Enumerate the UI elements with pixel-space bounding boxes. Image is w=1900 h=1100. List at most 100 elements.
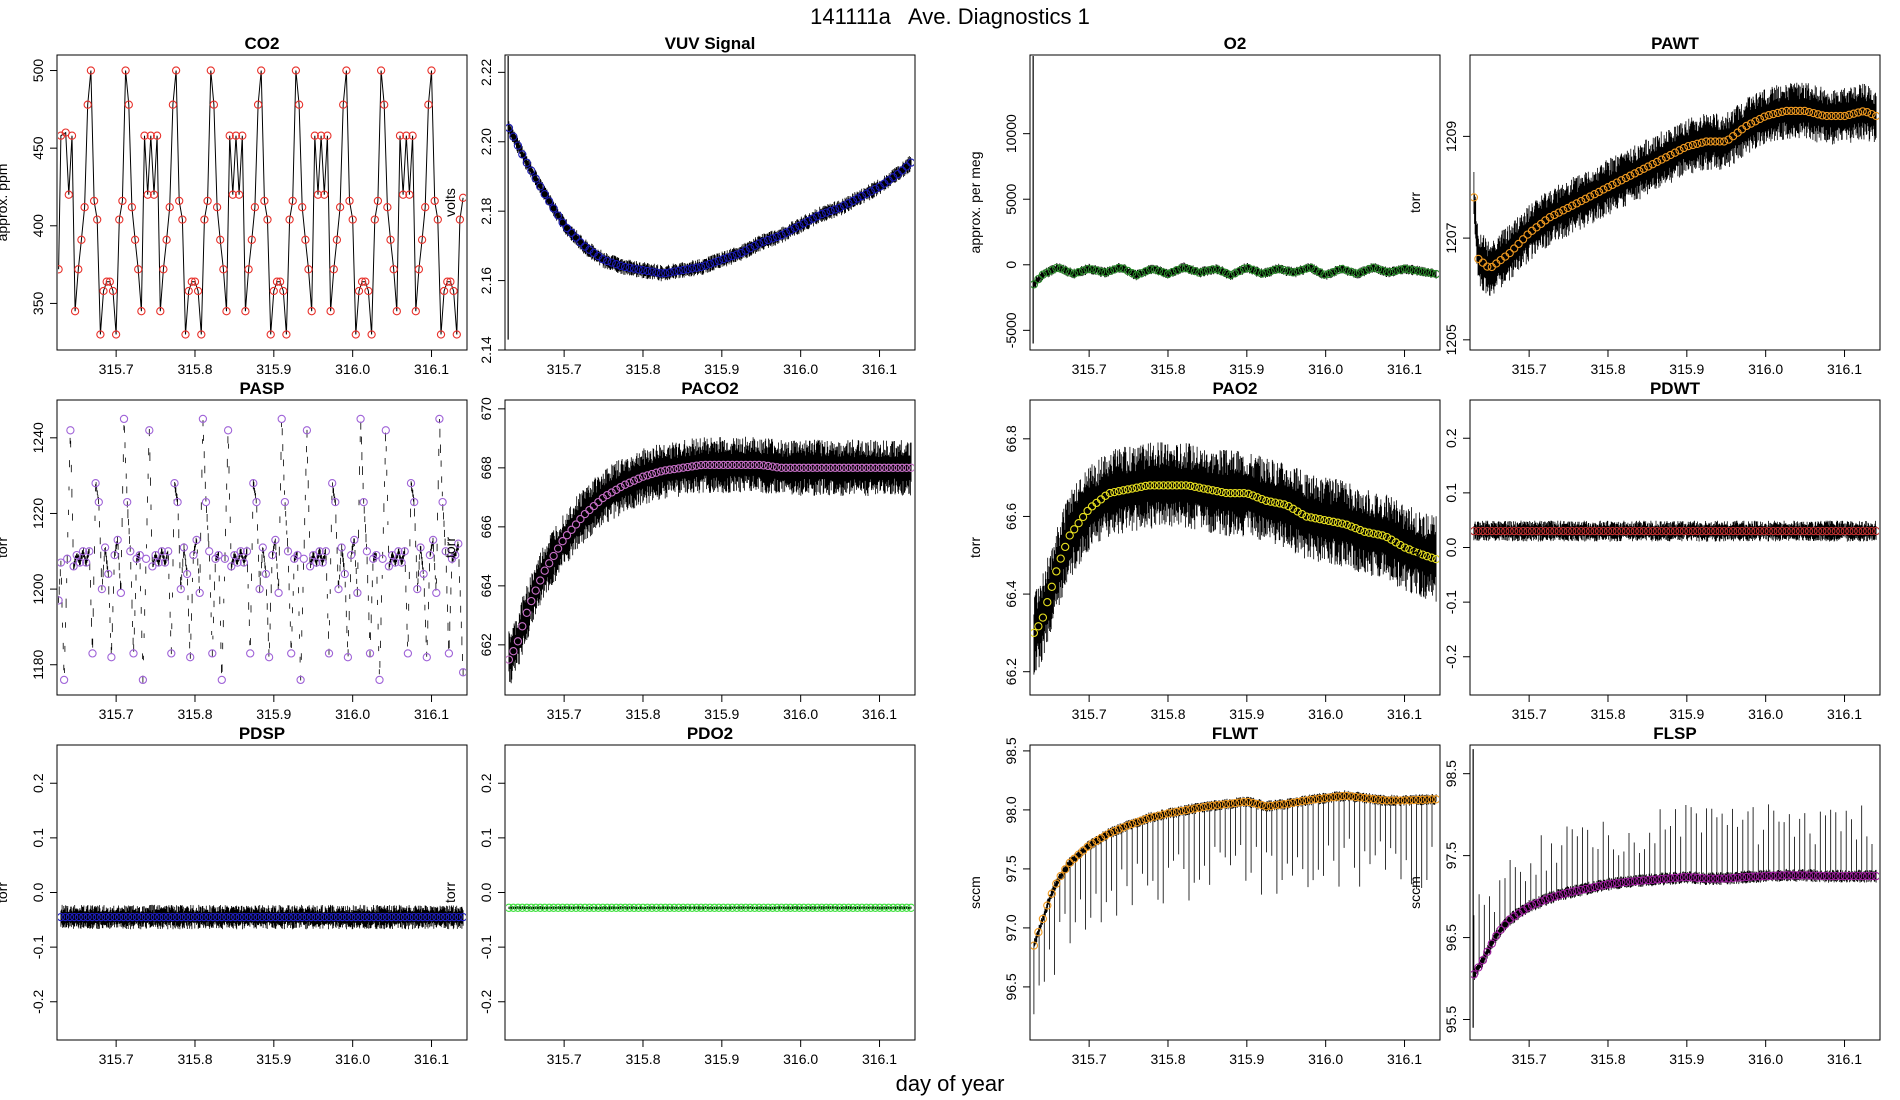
panel-title: PAWT [1651,34,1699,53]
average-marker [1083,265,1092,274]
average-marker [1257,494,1266,504]
average-marker [763,461,773,471]
average-marker [777,463,786,472]
average-marker [83,912,92,922]
average-marker [714,903,724,912]
average-marker [192,535,201,545]
average-marker [835,903,844,912]
average-marker [1858,107,1867,116]
average-marker [1764,111,1773,120]
average-marker [351,330,360,339]
average-marker [665,268,674,277]
average-marker [181,912,191,922]
average-marker [436,330,446,339]
average-marker [149,190,159,199]
average-marker [1862,871,1872,881]
average-marker [312,558,321,567]
average-marker [710,460,719,470]
average-marker [356,912,365,922]
average-marker [445,912,454,922]
panel-flsp: FLSP sccm 315.7 315.8 315.9 316.0 316.1 95.5 96.… [1407,724,1881,1067]
average-marker [1845,110,1854,119]
average-marker [1137,482,1146,491]
average-marker [889,463,898,472]
average-marker [906,158,914,167]
average-marker [875,463,884,472]
average-marker [1382,267,1392,277]
average-marker [398,190,408,199]
average-marker [1320,794,1329,803]
average-marker [545,559,554,568]
average-marker [518,622,527,631]
average-marker [1670,148,1680,157]
average-marker [1190,804,1199,813]
average-marker [625,478,634,487]
average-marker [549,903,558,912]
average-marker [710,903,719,912]
x-tick-label: 316.1 [862,361,897,377]
average-marker [661,269,670,278]
average-marker [813,212,822,221]
average-marker [1288,268,1298,277]
average-marker [638,472,648,481]
average-marker [315,547,324,556]
average-marker [67,131,77,140]
average-marker [670,464,679,474]
panel-paco2: PACO2 torr 315.7 315.8 315.9 316.0 316.1 662 664… [442,379,916,722]
average-marker [1471,526,1479,536]
average-marker [58,558,66,567]
average-marker [1657,526,1666,536]
y-axis-label: torr [0,537,10,558]
average-marker [862,463,871,472]
average-marker [1154,266,1164,276]
average-marker [1418,267,1427,276]
average-marker [1612,879,1622,888]
panel-title: PDO2 [687,724,733,743]
average-marker [1608,180,1617,190]
average-marker [89,196,99,206]
average-marker [1621,877,1631,887]
average-marker [741,246,750,255]
average-marker [558,218,567,227]
average-marker [1047,266,1056,275]
average-marker [455,215,465,224]
average-marker [100,543,110,552]
average-marker [540,190,549,199]
average-marker [1840,111,1849,121]
average-marker [321,547,331,556]
y-tick-label: 1207 [1443,222,1459,253]
average-marker [562,903,572,912]
y-tick-label: 0.0 [478,883,494,903]
panel-title: PACO2 [681,379,738,398]
average-marker [746,244,755,253]
average-marker [162,235,171,244]
average-marker [400,912,410,922]
average-marker [634,265,643,274]
average-marker [629,476,639,485]
average-marker [1496,925,1505,934]
average-marker [214,550,223,560]
average-marker [1391,796,1400,805]
average-marker [567,228,576,237]
average-marker [1239,797,1249,807]
average-marker [1590,190,1599,199]
x-tick-label: 316.1 [862,1051,897,1067]
average-marker [638,266,648,275]
x-tick-label: 316.1 [414,361,449,377]
average-marker [105,277,114,286]
average-marker [759,461,768,470]
y-tick-label: 2.16 [478,267,494,294]
x-tick-label: 315.9 [1669,1051,1704,1067]
average-marker [378,912,387,922]
average-marker [91,479,100,488]
average-marker [1355,268,1365,277]
average-marker [288,196,297,206]
average-marker [866,187,875,196]
average-marker [227,562,236,571]
average-marker [1347,522,1356,531]
average-marker [88,912,97,922]
average-marker [110,912,119,922]
average-marker [1226,799,1235,808]
average-marker [1518,235,1528,244]
average-marker [1684,872,1693,882]
